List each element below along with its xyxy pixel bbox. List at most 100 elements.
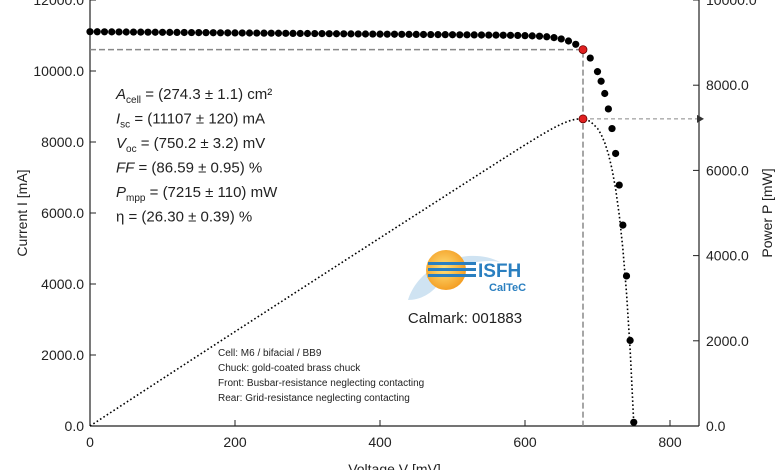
iv-point [303,29,312,38]
iv-point [612,149,620,158]
power-curve [89,118,635,427]
iv-point [369,30,377,38]
parameter: FF = (86.59 ± 0.95) % [116,160,262,177]
logo-stripe [428,262,476,265]
iv-point [615,181,623,189]
iv-point [485,31,493,39]
iv-point [267,29,275,37]
iv-point [499,31,507,39]
iv-point [622,272,631,280]
x-tick-label: 600 [513,434,537,450]
parameter-value: = (86.59 ± 0.95) % [134,160,262,177]
iv-point [586,54,594,62]
parameter-symbol: V [116,135,128,152]
iv-point [108,28,116,36]
y-tick-label: 2000.0 [41,347,84,363]
iv-point [340,30,348,38]
iv-point [115,28,123,36]
iv-point [463,31,471,39]
y2-tick-label: 0.0 [706,418,726,434]
parameter-symbol: FF [116,160,135,177]
iv-point [245,29,254,37]
note: Rear: Grid-resistance neglecting contact… [218,393,410,404]
iv-point [354,30,362,38]
iv-point [224,29,232,37]
iv-point [405,30,413,38]
iv-point [332,30,341,38]
iv-point [289,29,297,38]
iv-point [93,28,101,36]
iv-point [448,31,457,39]
iv-point [601,89,609,98]
parameter-subscript: sc [120,120,130,131]
iv-point [630,418,638,426]
iv-point [238,29,246,37]
y-tick-label: 0.0 [65,418,85,434]
iv-point [202,29,210,37]
y-tick-label: 6000.0 [41,205,84,221]
iv-point [318,30,326,38]
iv-point [282,29,290,37]
iv-point [158,28,167,36]
y-tick-label: 8000.0 [41,134,84,150]
iv-point [597,77,605,85]
iv-point [253,29,261,37]
iv-point [195,28,203,37]
parameter-value: = (274.3 ± 1.1) cm² [141,86,272,103]
iv-point [619,221,627,229]
y-tick-label: 4000.0 [41,276,84,292]
iv-point [477,31,486,39]
parameter-value: = (7215 ± 110) mW [145,184,278,201]
parameter: η = (26.30 ± 0.39) % [116,209,252,226]
iv-point [441,31,449,39]
iv-point [564,37,573,45]
iv-point [528,32,536,40]
iv-point [514,31,522,40]
iv-point [216,29,225,37]
y2-tick-label: 8000.0 [706,77,749,93]
mpp-power-point [578,114,588,124]
iv-point [260,29,268,37]
iv-point [144,28,152,36]
x-tick-label: 400 [368,434,392,450]
iv-point [122,28,130,36]
iv-point [376,30,384,38]
iv-point [361,30,370,38]
parameter-symbol: A [115,86,126,103]
x-tick-label: 800 [658,434,682,450]
iv-point [557,35,565,43]
iv-point [593,68,602,76]
mpp-guide [90,48,584,426]
iv-point [151,28,159,36]
iv-point [470,31,478,39]
iv-point [100,28,109,36]
y2-tick-label: 2000.0 [706,333,749,349]
x-axis-title: Voltage V [mV] [348,461,441,470]
y2-tick-label: 6000.0 [706,162,749,178]
iv-point [137,28,145,36]
parameter-value: = (11107 ± 120) mA [130,111,265,128]
iv-point [347,30,355,38]
iv-point [608,124,616,133]
y2-tick-label: 10000.0 [706,0,757,8]
note: Chuck: gold-coated brass chuck [218,363,361,374]
iv-point [274,29,283,37]
iv-point [311,29,319,38]
iv-point [543,33,551,41]
parameter: Voc = (750.2 ± 3.2) mV [116,135,265,155]
iv-point [390,30,399,38]
iv-point [296,29,304,38]
logo-stripe [428,268,476,271]
iv-point [604,105,612,113]
parameter-subscript: mpp [126,193,146,204]
iv-point [434,31,442,39]
parameter-subscript: cell [126,95,141,106]
iv-point [535,32,544,40]
iv-point [173,28,181,37]
iv-point [180,28,188,37]
iv-point [209,29,217,37]
iv-point [419,30,428,39]
parameter-symbol: P [116,184,126,201]
logo-swoosh [408,255,500,300]
